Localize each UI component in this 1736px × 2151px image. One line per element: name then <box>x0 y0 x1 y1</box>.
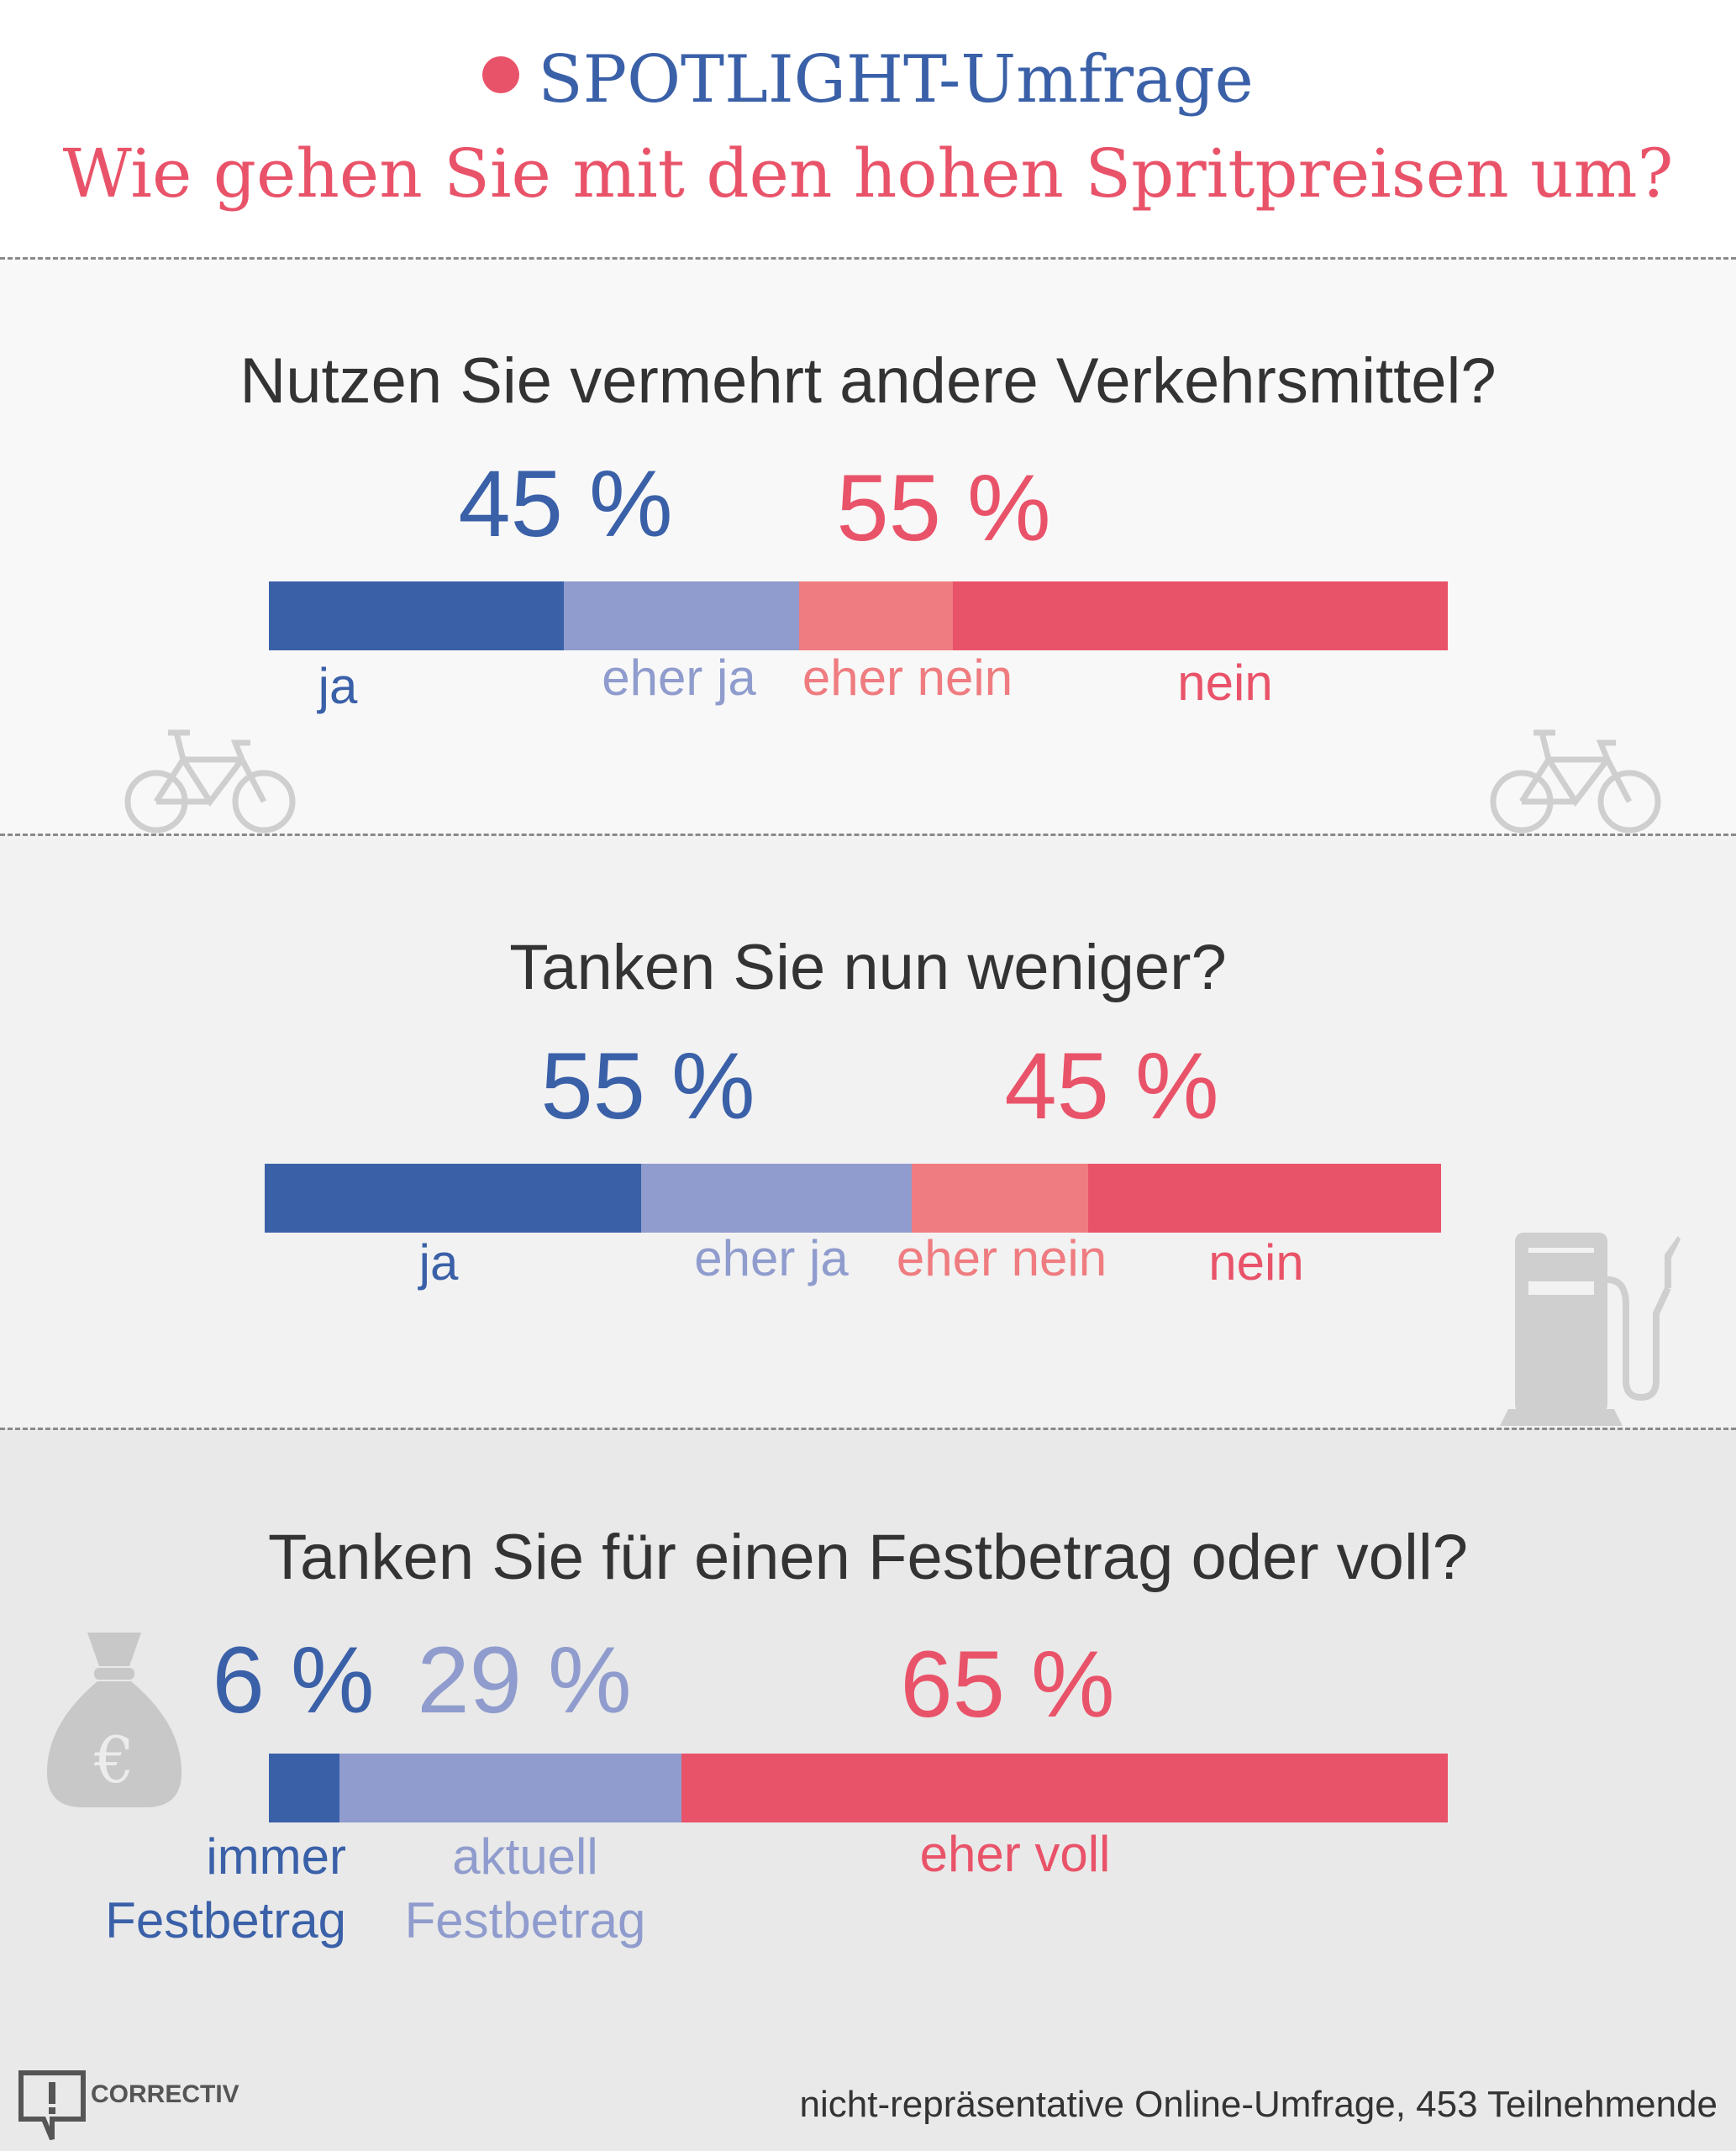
correctiv-logo-icon <box>18 2070 86 2141</box>
total-ja: 55 % <box>540 1033 755 1139</box>
label-immer-festbetrag: immer Festbetrag <box>105 1825 346 1953</box>
svg-text:€: € <box>93 1722 134 1797</box>
question-3: Tanken Sie für einen Festbetrag oder vol… <box>268 1522 1468 1593</box>
divider <box>0 1428 1736 1430</box>
label-eher-ja: eher ja <box>694 1230 849 1286</box>
label-line: Festbetrag <box>404 1892 646 1949</box>
footnote: nicht-repräsentative Online-Umfrage, 453… <box>799 2084 1718 2125</box>
bar-segment-eher-nein <box>799 581 953 650</box>
question-2: Tanken Sie nun weniger? <box>509 932 1227 1003</box>
label-aktuell-festbetrag: aktuell Festbetrag <box>405 1825 646 1953</box>
label-ja: ja <box>318 658 358 714</box>
bar-segment-ja <box>265 1164 641 1233</box>
bicycle-icon <box>1490 729 1661 834</box>
label-line: immer <box>206 1828 346 1885</box>
total-aktuell-festbetrag: 29 % <box>417 1628 632 1733</box>
total-eher-voll: 65 % <box>900 1632 1115 1737</box>
bar-segment-eher-ja <box>641 1164 912 1233</box>
bar-segment-eher-ja <box>563 581 800 650</box>
question-1: Nutzen Sie vermehrt andere Verkehrsmitte… <box>239 345 1497 417</box>
label-nein: nein <box>1177 655 1273 711</box>
bicycle-icon <box>124 729 296 834</box>
bar-segment-aktuell-festbetrag <box>339 1754 682 1822</box>
stacked-bar-3 <box>269 1754 1448 1822</box>
correctiv-logo-text: CORRECTIV <box>91 2080 239 2108</box>
page-title: Wie gehen Sie mit den hohen Spritpreisen… <box>62 134 1674 213</box>
bar-segment-immer-festbetrag <box>269 1754 340 1822</box>
total-nein: 45 % <box>1004 1033 1219 1139</box>
divider <box>0 257 1736 260</box>
section-verkehrsmittel <box>0 258 1736 834</box>
section-tanken-weniger <box>0 834 1736 1428</box>
total-immer-festbetrag: 6 % <box>212 1628 375 1733</box>
label-nein: nein <box>1208 1234 1304 1291</box>
kicker: SPOTLIGHT-Umfrage <box>0 42 1736 118</box>
label-eher-nein: eher nein <box>802 650 1013 706</box>
label-eher-ja: eher ja <box>602 650 756 706</box>
label-line: aktuell <box>452 1828 598 1885</box>
label-eher-voll: eher voll <box>919 1826 1111 1882</box>
kicker-text: SPOTLIGHT-Umfrage <box>538 42 1254 118</box>
total-ja: 45 % <box>458 451 673 556</box>
bar-segment-eher-nein <box>912 1164 1088 1233</box>
bar-segment-ja <box>269 581 564 650</box>
label-line: Festbetrag <box>105 1892 346 1949</box>
stacked-bar-1 <box>269 581 1448 650</box>
label-ja: ja <box>418 1234 459 1291</box>
stacked-bar-2 <box>265 1164 1441 1233</box>
total-nein: 55 % <box>836 455 1051 560</box>
bar-segment-nein <box>952 581 1448 650</box>
bar-segment-nein <box>1088 1164 1441 1233</box>
money-bag-euro-icon: € <box>46 1633 182 1807</box>
divider <box>0 834 1736 836</box>
bullet-dot-icon <box>482 56 520 93</box>
fuel-pump-icon <box>1500 1233 1681 1426</box>
bar-segment-eher-voll <box>681 1754 1448 1822</box>
label-eher-nein: eher nein <box>896 1230 1107 1286</box>
